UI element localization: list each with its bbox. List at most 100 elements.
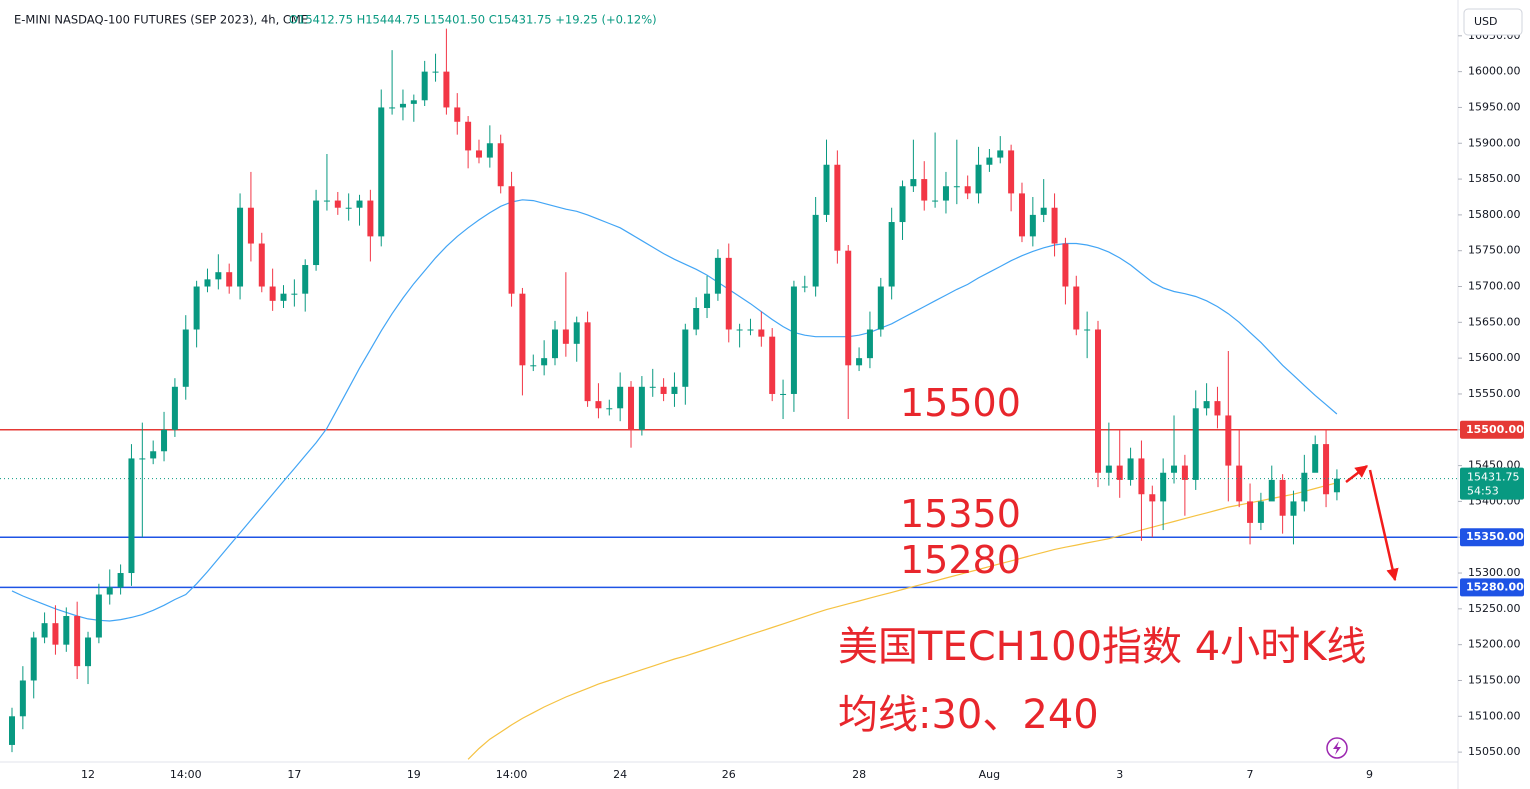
candle-body (790, 286, 797, 394)
candle-body (1149, 494, 1156, 502)
candle-body (595, 401, 602, 409)
candle-body (1138, 458, 1145, 495)
candle-body (323, 200, 330, 202)
candle-body (475, 150, 482, 158)
candle-body (171, 386, 178, 430)
currency-label[interactable]: USD (1474, 15, 1498, 28)
y-tick-label: 16000.00 (1468, 65, 1521, 78)
candle-body (226, 272, 233, 287)
arrow (1345, 465, 1368, 483)
candle-body (465, 121, 472, 151)
candle-body (63, 616, 70, 645)
candle-body (769, 336, 776, 394)
x-tick-label: 14:00 (170, 768, 202, 781)
level-annotation: 15350 (900, 492, 1021, 536)
x-tick-label: 7 (1247, 768, 1254, 781)
x-tick-label: 28 (852, 768, 866, 781)
candle-body (921, 179, 928, 201)
candle-body (161, 429, 168, 452)
candle-body (660, 386, 667, 394)
candle-body (964, 186, 971, 194)
y-tick-label: 15150.00 (1468, 673, 1521, 686)
candle-body (649, 386, 656, 388)
y-tick-label: 15700.00 (1468, 280, 1521, 293)
candle-body (693, 308, 700, 330)
candle-body (1236, 465, 1243, 502)
candle-body (1312, 444, 1319, 473)
candle-body (856, 358, 863, 366)
candle-body (888, 222, 895, 287)
candle-body (823, 164, 830, 215)
candle-body (910, 179, 917, 187)
plot-area (0, 28, 1458, 760)
candle-body (1203, 401, 1210, 409)
candle-body (247, 207, 254, 244)
candle-body (182, 329, 189, 387)
candle-body (215, 272, 222, 280)
candle-body (1214, 401, 1221, 416)
annotation: 均线:30、240 (838, 692, 1099, 738)
candle-body (845, 250, 852, 366)
candle-body (508, 186, 515, 294)
axes: 15050.00 15100.00 15150.00 15200.00 15250.00… (81, 29, 1524, 781)
candle-body (801, 286, 808, 288)
candle-body (704, 293, 711, 309)
candle-body (617, 386, 624, 409)
currency-button[interactable] (1463, 8, 1523, 36)
candle-body (1095, 329, 1101, 473)
candle-body (1247, 501, 1254, 523)
candle-body (1279, 479, 1286, 516)
candle-body (367, 200, 374, 237)
candle-body (780, 393, 787, 395)
candle-body (432, 71, 439, 73)
candle-body (1116, 465, 1123, 480)
candle-body (671, 386, 678, 394)
candle-body (834, 164, 841, 251)
candle-body (9, 716, 15, 745)
candle-body (573, 322, 580, 344)
candle-body (313, 200, 320, 266)
candle-body (269, 286, 276, 301)
y-tick-label: 15100.00 (1468, 709, 1521, 722)
x-tick-label: Aug (979, 768, 1000, 781)
x-tick-label: 3 (1116, 768, 1123, 781)
candle-body (866, 329, 873, 359)
y-tick-label: 15800.00 (1468, 208, 1521, 221)
candle-body (443, 71, 450, 108)
candle-body (541, 358, 548, 366)
candle-body (1225, 415, 1232, 466)
level-annotation: 15500 (900, 381, 1021, 425)
ohlc-legend: O15412.75 H15444.75 L15401.50 C15431.75 … (289, 13, 657, 27)
candle-body (1105, 465, 1112, 473)
candle-body (714, 257, 721, 294)
level-annotation: 15280 (900, 538, 1021, 582)
y-tick-label: 15750.00 (1468, 244, 1521, 257)
candle-body (454, 107, 461, 122)
x-tick-label: 24 (613, 768, 627, 781)
y-tick-label: 15250.00 (1468, 602, 1521, 615)
candle-body (421, 71, 428, 101)
candle-body (1018, 193, 1025, 237)
candle-body (106, 587, 113, 595)
candle-body (74, 616, 81, 667)
candle-body (237, 207, 244, 287)
candle-body (85, 637, 92, 667)
candle-body (1192, 408, 1199, 480)
x-tick-label: 14:00 (496, 768, 528, 781)
candle-body (877, 286, 884, 330)
candle-body (150, 451, 157, 459)
candle-body (530, 365, 537, 367)
y-tick-label: 15200.00 (1468, 638, 1521, 651)
candle-body (1008, 150, 1015, 194)
candle-body (302, 265, 309, 294)
candle-body (899, 186, 906, 223)
last-price-label: 15431.75 (1467, 471, 1520, 484)
candle-body (997, 150, 1004, 158)
y-tick-label: 15550.00 (1468, 387, 1521, 400)
last-price-tag (1460, 467, 1524, 500)
x-tick-label: 17 (287, 768, 301, 781)
candle-body (606, 408, 613, 410)
level-tag (1460, 528, 1524, 547)
candle-body (95, 594, 102, 638)
